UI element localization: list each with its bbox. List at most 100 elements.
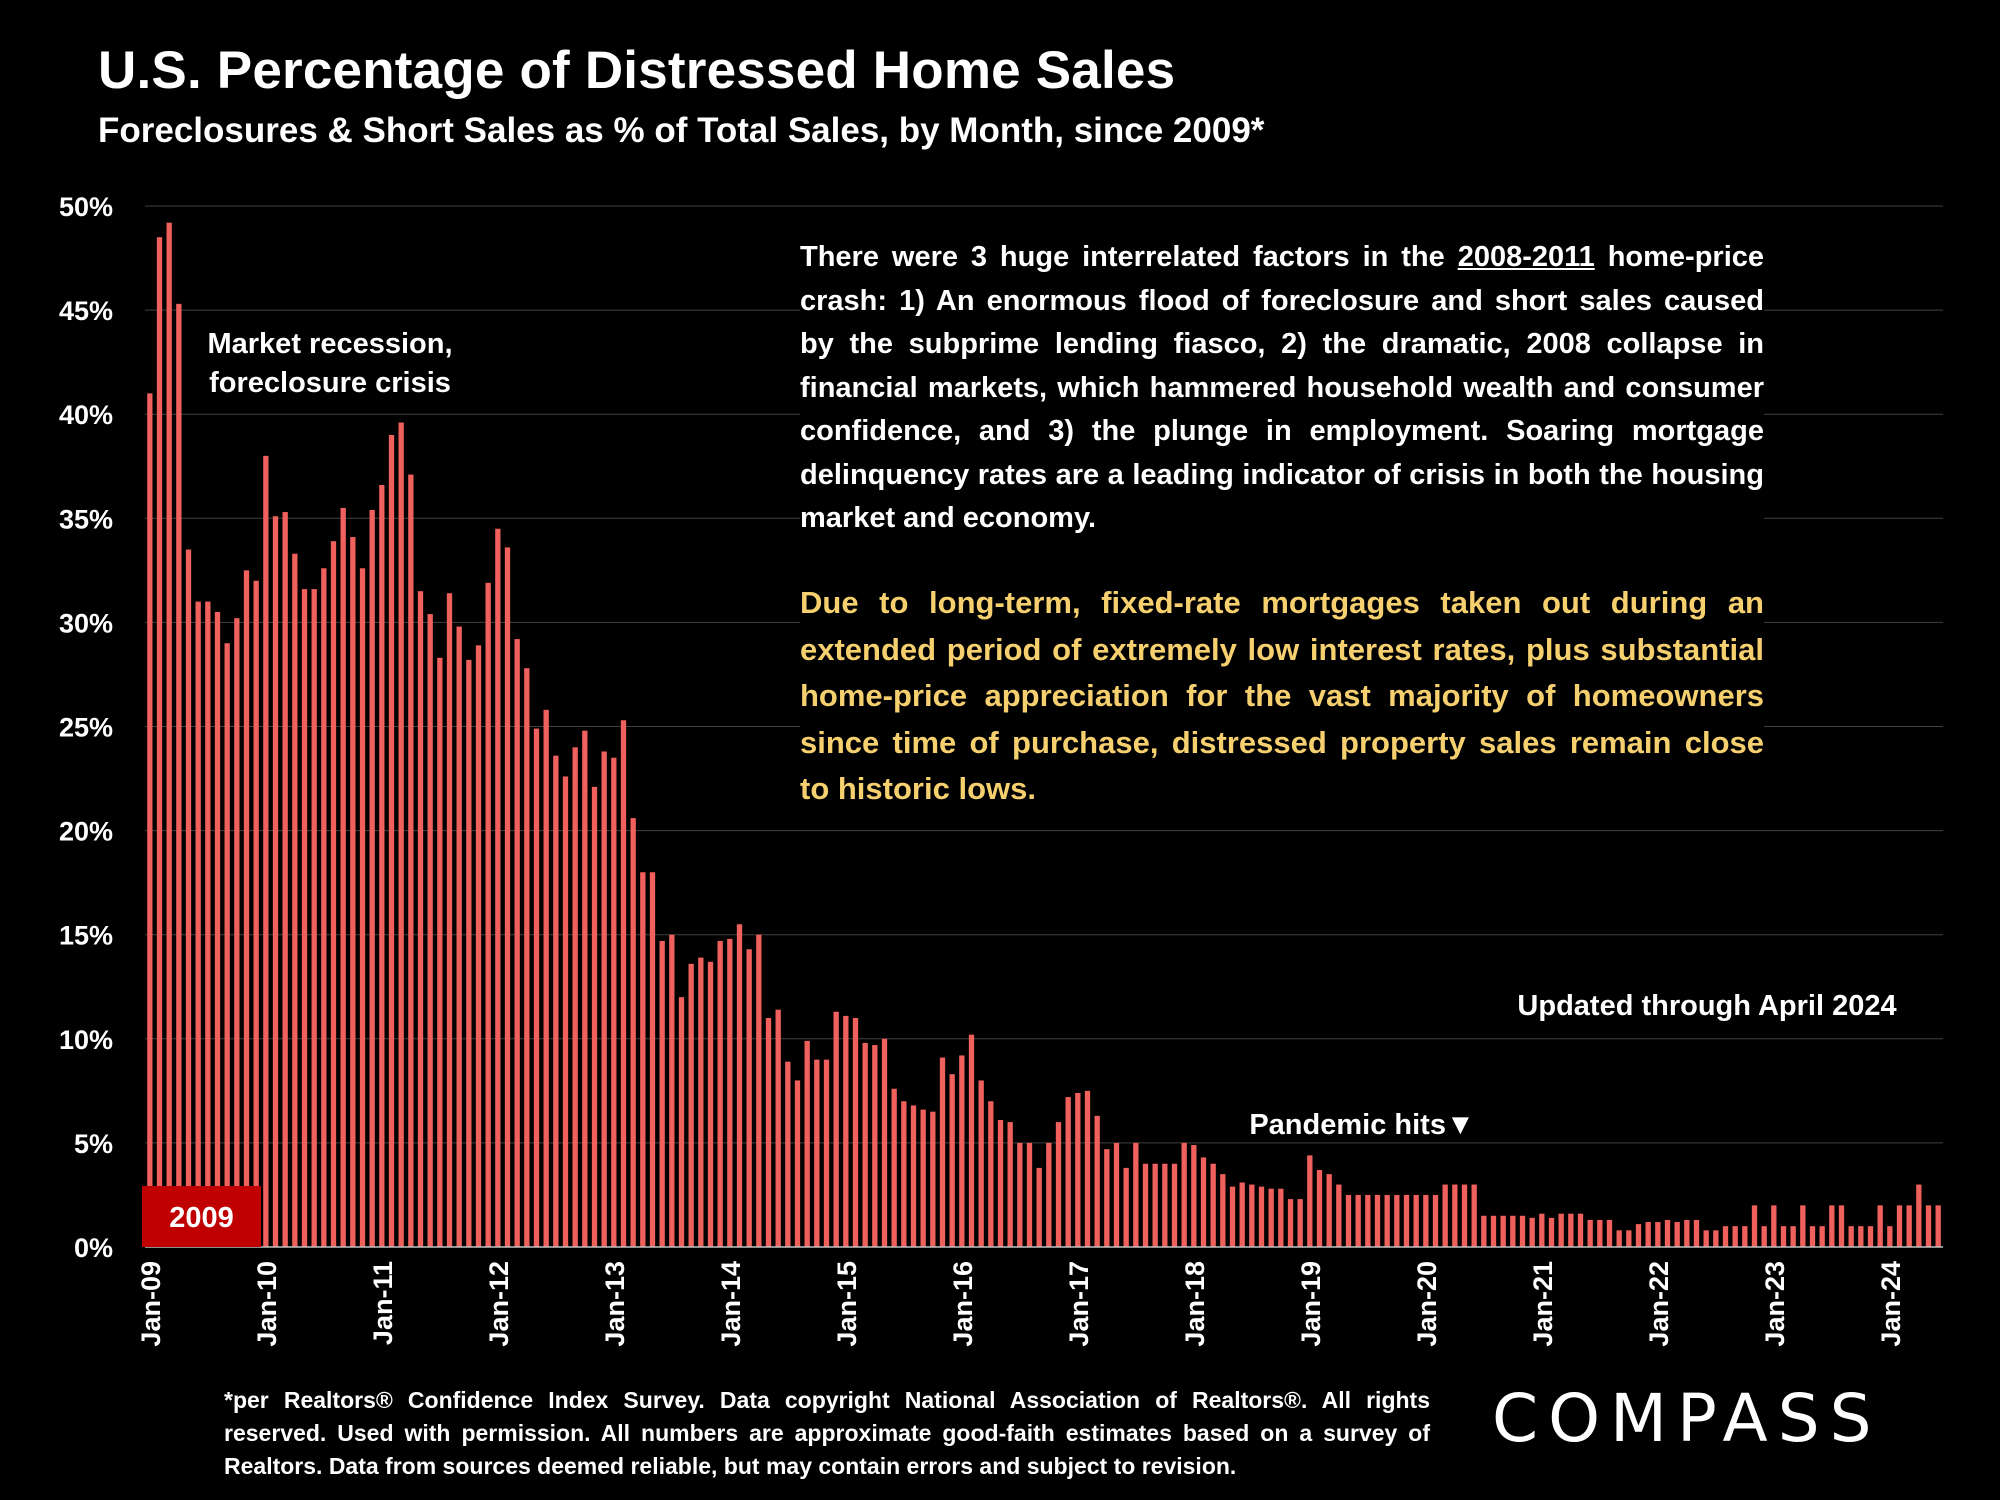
low-distress-annotation: Due to long-term, fixed-rate mortgages t… (800, 580, 1764, 813)
bar (543, 709, 549, 1247)
bar (1287, 1199, 1294, 1247)
bar (1626, 1230, 1632, 1247)
bar (1065, 1097, 1071, 1247)
bar (369, 509, 375, 1248)
bar (794, 1080, 801, 1247)
bar (176, 303, 182, 1248)
bar (1877, 1205, 1883, 1247)
bar (514, 639, 520, 1247)
bar (1674, 1222, 1680, 1247)
bar (1210, 1163, 1216, 1247)
bar (920, 1109, 926, 1247)
x-tick-label: Jan-17 (1064, 1261, 1094, 1347)
bar (891, 1088, 897, 1247)
pandemic-annotation: Pandemic hits▼ (1249, 1109, 1474, 1141)
bar (1162, 1163, 1168, 1247)
x-tick-label: Jan-23 (1760, 1261, 1790, 1347)
bar (263, 455, 269, 1248)
x-tick-label: Jan-15 (832, 1261, 862, 1347)
compass-logo: COMPASS (1492, 1380, 1882, 1457)
bar (988, 1101, 994, 1247)
bar (524, 668, 530, 1247)
bar (1384, 1194, 1390, 1247)
y-tick-label: 35% (59, 504, 113, 534)
bar (736, 924, 743, 1247)
bar (620, 720, 627, 1247)
bar (427, 614, 433, 1247)
bar (640, 872, 646, 1247)
bar (214, 611, 221, 1247)
bar (1732, 1226, 1738, 1247)
bar (1925, 1205, 1932, 1247)
bar (1403, 1194, 1410, 1247)
bar (688, 963, 694, 1247)
bar (959, 1055, 965, 1247)
bar (978, 1080, 984, 1247)
bar (717, 940, 723, 1247)
bar (282, 512, 288, 1247)
bar (775, 1009, 781, 1247)
bar (659, 940, 665, 1247)
bar (359, 568, 366, 1247)
updated-annotation: Updated through April 2024 (1517, 990, 1896, 1022)
bar (1461, 1184, 1468, 1247)
bar (833, 1011, 839, 1247)
bar (466, 659, 472, 1247)
bar (321, 568, 327, 1247)
bar (1742, 1226, 1748, 1247)
bar (1761, 1226, 1767, 1247)
bar (997, 1120, 1004, 1247)
bar (1220, 1174, 1226, 1247)
x-tick-label: Jan-24 (1876, 1261, 1906, 1347)
bar (166, 222, 172, 1247)
bar (311, 589, 317, 1247)
bar (504, 547, 511, 1247)
bar (533, 728, 540, 1247)
bar (1258, 1186, 1265, 1247)
y-tick-label: 50% (59, 192, 113, 222)
bar (1471, 1184, 1477, 1247)
bar (1829, 1205, 1835, 1247)
bar (1664, 1219, 1671, 1247)
chart-title: U.S. Percentage of Distressed Home Sales (98, 41, 1176, 100)
bar (1297, 1199, 1303, 1247)
x-tick-label: Jan-14 (716, 1261, 746, 1347)
bar (1123, 1167, 1129, 1247)
bar (1036, 1167, 1042, 1247)
bar (1442, 1184, 1448, 1247)
bar (553, 755, 559, 1247)
bar (1809, 1226, 1816, 1247)
bar (669, 934, 675, 1247)
bar (1452, 1184, 1458, 1247)
y-tick-label: 45% (59, 296, 113, 326)
bar (1017, 1142, 1023, 1247)
bar (1084, 1090, 1091, 1247)
bar (1790, 1226, 1796, 1247)
bar (785, 1061, 791, 1247)
bar (1848, 1226, 1854, 1247)
bar (1693, 1219, 1700, 1247)
bar (939, 1057, 946, 1247)
bar (1722, 1226, 1729, 1247)
x-tick-label: Jan-11 (368, 1261, 398, 1345)
bar (901, 1101, 907, 1247)
bar (1133, 1142, 1139, 1247)
bar (1655, 1222, 1661, 1247)
bar (1413, 1194, 1419, 1247)
bar (1278, 1188, 1284, 1247)
bar (910, 1105, 917, 1247)
bar (707, 961, 714, 1247)
bar (417, 591, 424, 1247)
bar (862, 1042, 868, 1247)
bar (611, 757, 617, 1247)
bar (388, 435, 395, 1247)
bar (1703, 1230, 1709, 1247)
x-tick-label: Jan-20 (1412, 1261, 1442, 1347)
bar (1104, 1149, 1110, 1247)
bar (814, 1059, 820, 1247)
bar (1326, 1174, 1332, 1247)
bar (398, 422, 404, 1247)
bar (1597, 1219, 1603, 1247)
bar (485, 582, 491, 1247)
bar (1906, 1205, 1912, 1247)
